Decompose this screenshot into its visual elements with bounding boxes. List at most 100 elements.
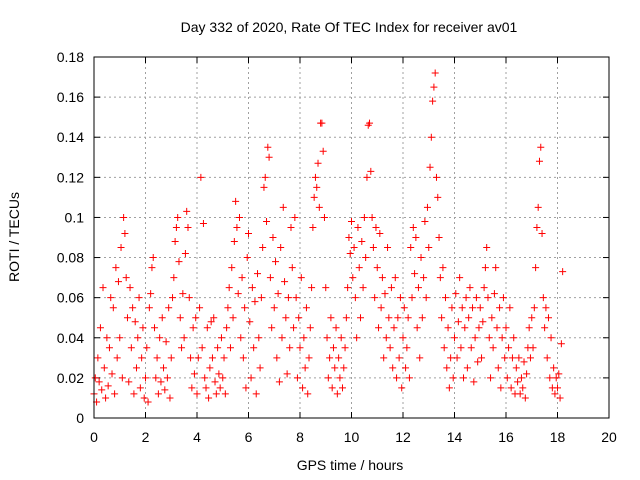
data-point <box>214 344 222 352</box>
data-point <box>336 374 344 382</box>
data-point <box>233 223 241 231</box>
data-point <box>100 364 108 372</box>
data-point <box>235 213 243 221</box>
data-point <box>131 318 139 326</box>
data-point <box>248 284 256 292</box>
data-point <box>487 374 495 382</box>
data-point <box>183 207 191 215</box>
data-point <box>309 223 317 231</box>
data-point <box>520 358 528 366</box>
data-point <box>480 284 488 292</box>
data-point <box>559 268 567 276</box>
x-axis-label: GPS time / hours <box>297 457 404 473</box>
data-point <box>245 229 252 237</box>
data-point <box>166 394 174 402</box>
data-point <box>207 318 215 326</box>
data-point <box>288 264 296 272</box>
data-point <box>181 250 189 258</box>
data-point <box>210 314 218 322</box>
data-point <box>346 250 354 258</box>
data-point <box>394 314 402 322</box>
data-point <box>440 344 448 352</box>
data-point <box>269 234 277 241</box>
data-point <box>232 197 240 205</box>
y-tick-label: 0.02 <box>57 370 84 386</box>
data-point <box>323 334 331 342</box>
data-point <box>229 314 237 322</box>
data-point <box>411 270 419 278</box>
data-point <box>409 223 417 231</box>
data-point <box>169 294 177 302</box>
x-tick-label: 0 <box>90 429 98 445</box>
data-point <box>193 390 201 398</box>
data-point <box>431 69 439 77</box>
data-point <box>337 334 345 342</box>
data-point <box>291 213 299 221</box>
data-point <box>107 294 115 302</box>
data-point <box>114 278 122 286</box>
data-point <box>457 344 465 352</box>
data-point <box>287 223 295 231</box>
data-point <box>242 384 250 392</box>
data-point <box>412 234 420 241</box>
data-point <box>130 390 138 398</box>
data-point <box>111 390 119 398</box>
data-point <box>470 378 478 386</box>
data-point <box>543 354 551 362</box>
data-point <box>144 398 152 406</box>
y-tick-label: 0.14 <box>57 129 84 145</box>
y-tick-label: 0.04 <box>57 330 84 346</box>
data-point <box>184 223 192 231</box>
data-point <box>205 394 213 402</box>
data-point <box>105 344 113 352</box>
data-point <box>238 274 246 282</box>
data-point <box>449 374 457 382</box>
data-point <box>465 314 473 322</box>
data-point <box>116 334 124 342</box>
data-point <box>328 384 336 392</box>
data-point <box>447 354 455 362</box>
data-point <box>432 173 440 181</box>
data-point <box>196 304 204 312</box>
data-point <box>345 234 353 241</box>
data-point <box>515 354 523 362</box>
data-point <box>237 334 245 342</box>
x-tick-label: 8 <box>296 429 304 445</box>
data-point <box>413 324 421 332</box>
data-point <box>174 213 182 221</box>
data-point <box>332 324 340 332</box>
data-point <box>206 364 214 372</box>
data-point <box>396 294 404 302</box>
data-point <box>326 354 334 362</box>
data-point <box>152 374 160 382</box>
data-point <box>297 274 305 282</box>
data-point <box>190 370 198 378</box>
data-point <box>369 244 377 252</box>
data-point <box>239 354 247 362</box>
data-point <box>216 384 224 392</box>
data-point <box>230 238 238 246</box>
data-point <box>187 354 195 362</box>
data-point <box>123 314 131 322</box>
data-point <box>475 324 483 332</box>
data-point <box>526 354 534 362</box>
data-point <box>172 223 180 231</box>
data-point <box>386 344 394 352</box>
data-point <box>387 284 395 292</box>
data-point <box>519 384 527 392</box>
data-point <box>165 304 173 312</box>
data-point <box>438 314 446 322</box>
data-point <box>127 344 135 352</box>
data-point <box>112 264 120 272</box>
y-tick-label: 0.12 <box>57 169 84 185</box>
data-point <box>393 374 401 382</box>
data-point <box>372 223 380 231</box>
data-point <box>151 324 159 332</box>
data-point <box>478 354 486 362</box>
data-point <box>290 324 298 332</box>
data-point <box>143 344 151 352</box>
data-point <box>277 244 285 252</box>
data-point <box>320 213 328 221</box>
data-point <box>274 290 282 298</box>
data-point <box>439 264 447 272</box>
